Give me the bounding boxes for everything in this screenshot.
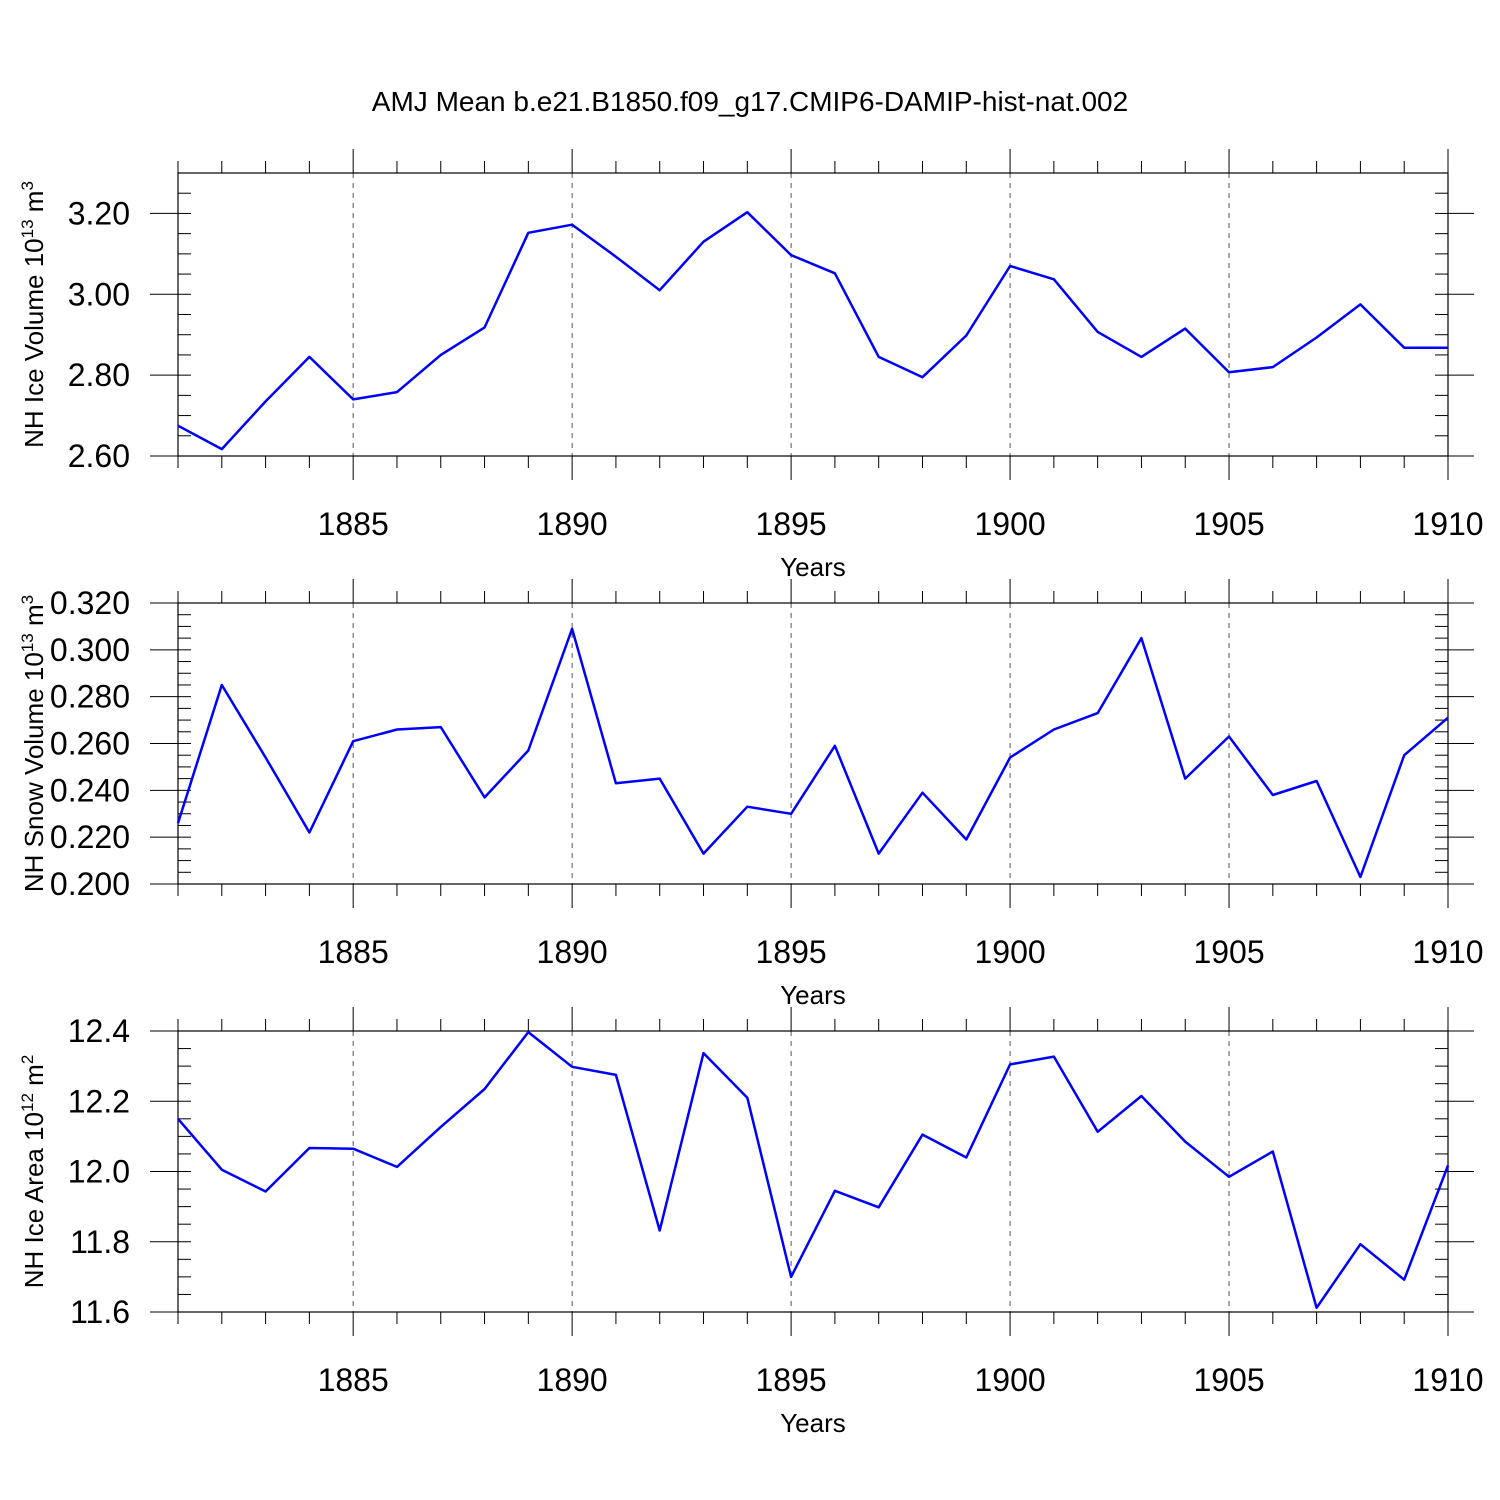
y-tick-label: 0.260 [50,726,130,762]
x-axis-label: Years [780,980,846,1010]
x-tick-label: 1900 [974,1362,1045,1398]
y-tick-label: 0.320 [50,585,130,621]
x-tick-label: 1895 [756,1362,827,1398]
x-tick-label: 1890 [537,934,608,970]
y-tick-label: 0.220 [50,819,130,855]
x-tick-label: 1900 [974,934,1045,970]
x-tick-label: 1910 [1412,1362,1483,1398]
x-tick-label: 1910 [1412,934,1483,970]
x-tick-label: 1885 [318,1362,389,1398]
y-tick-label: 12.0 [68,1154,130,1190]
panels: 2.60 2.80 3.00 3.20 1885 1890 1895 1900 1905 1910… [18,149,1484,1438]
x-tick-label: 1910 [1412,506,1483,542]
x-tick-label: 1905 [1193,506,1264,542]
plot-frame [177,1030,1449,1313]
y-axis-label: NH Ice Area 1012 m2 [18,1055,49,1289]
plot-frame [177,602,1449,885]
y-tick-label: 3.20 [68,195,130,231]
x-tick-label: 1890 [537,1362,608,1398]
y-tick-label: 0.240 [50,772,130,808]
chart-panel-3: 11.6 11.8 12.0 12.2 12.4 1885 1890 1895 1900 1905… [18,1007,1484,1438]
y-tick-label: 0.200 [50,866,130,902]
x-tick-label: 1905 [1193,934,1264,970]
x-tick-label: 1905 [1193,1362,1264,1398]
x-tick-label: 1895 [756,506,827,542]
plot-frame [177,172,1449,457]
x-tick-label: 1895 [756,934,827,970]
series-line [177,210,1448,451]
y-tick-label: 0.280 [50,679,130,715]
y-tick-label: 3.00 [68,276,130,312]
x-axis-label: Years [780,1408,846,1438]
y-tick-label: 2.80 [68,357,130,393]
y-tick-label: 11.8 [70,1224,130,1260]
x-tick-label: 1885 [318,934,389,970]
y-axis-label: NH Snow Volume 1013 m3 [18,595,49,892]
series-line [177,1030,1450,1310]
x-tick-label: 1900 [974,506,1045,542]
x-axis-label: Years [780,552,846,582]
y-tick-label: 12.2 [68,1083,130,1119]
x-tick-label: 1885 [318,506,389,542]
chart-panel-1: 2.60 2.80 3.00 3.20 1885 1890 1895 1900 1905 1910… [18,149,1484,582]
y-axis-label: NH Ice Volume 1013 m3 [18,181,49,448]
y-tick-label: 11.6 [70,1294,130,1330]
chart-panel-2: 0.200 0.220 0.240 0.260 0.280 0.300 0.320 1885 1… [18,579,1484,1010]
y-tick-label: 2.60 [68,438,130,474]
y-tick-label: 12.4 [68,1013,130,1049]
y-tick-label: 0.300 [50,632,130,668]
x-tick-label: 1890 [537,506,608,542]
series-line [176,627,1449,879]
chart-title: AMJ Mean b.e21.B1850.f09_g17.CMIP6-DAMIP… [372,86,1128,117]
